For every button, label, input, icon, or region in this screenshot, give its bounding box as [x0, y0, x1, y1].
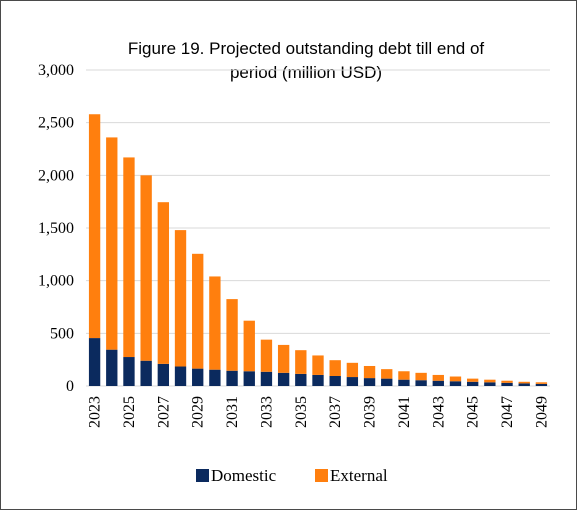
bar-domestic-2026 — [140, 360, 152, 386]
bar-domestic-2027 — [157, 363, 170, 386]
bar-domestic-2033 — [260, 371, 273, 386]
legend: Domestic External — [196, 466, 388, 485]
x-tick-label: 2039 — [362, 396, 379, 428]
x-tick-label: 2049 — [533, 396, 550, 428]
y-tick-label: 1,000 — [38, 273, 74, 290]
bar-external-2028 — [174, 230, 187, 367]
bar-domestic-2040 — [381, 378, 393, 386]
bar-domestic-2048 — [518, 383, 530, 386]
x-tick-label: 2023 — [87, 396, 104, 428]
bar-domestic-2049 — [535, 383, 548, 386]
bar-domestic-2024 — [106, 349, 118, 386]
x-tick-label: 2043 — [430, 396, 447, 428]
bar-external-2041 — [398, 371, 410, 380]
bar-domestic-2035 — [295, 373, 307, 386]
bar-external-2031 — [226, 299, 238, 371]
bar-external-2048 — [518, 381, 530, 384]
y-tick-label: 3,000 — [38, 62, 74, 79]
x-tick-label: 2041 — [396, 396, 413, 428]
x-tick-label: 2027 — [155, 396, 172, 428]
bar-domestic-2023 — [88, 338, 101, 386]
bar-domestic-2045 — [466, 381, 479, 386]
bar-external-2046 — [484, 379, 496, 383]
bar-external-2026 — [140, 175, 152, 361]
bar-domestic-2032 — [243, 371, 255, 386]
x-tick-label: 2033 — [258, 396, 275, 428]
bar-external-2043 — [432, 374, 444, 381]
bar-domestic-2034 — [277, 372, 290, 386]
bar-external-2033 — [260, 339, 273, 372]
bar-domestic-2030 — [209, 369, 221, 386]
x-tick-label: 2047 — [499, 396, 516, 428]
bar-external-2049 — [535, 382, 548, 384]
bar-external-2025 — [123, 157, 135, 358]
bar-external-2042 — [415, 372, 427, 381]
bar-external-2034 — [277, 344, 290, 373]
legend-swatch-domestic — [196, 469, 209, 482]
y-tick-label: 1,500 — [38, 220, 74, 237]
x-tick-label: 2025 — [121, 396, 138, 428]
x-axis-tick-labels: 2023 2025 2027 2029 2031 2033 2035 2037 2039 2041… — [87, 396, 551, 428]
bar-external-2039 — [363, 365, 376, 379]
x-tick-label: 2031 — [224, 396, 241, 428]
chart-title: Figure 19. Projected outstanding debt ti… — [128, 39, 485, 82]
gridlines — [86, 69, 550, 387]
bar-external-2030 — [209, 276, 221, 370]
bar-domestic-2025 — [123, 357, 135, 386]
bar-domestic-2038 — [346, 377, 359, 386]
bar-domestic-2036 — [312, 374, 324, 386]
bar-external-2035 — [295, 350, 307, 374]
bar-domestic-2039 — [363, 378, 376, 386]
y-axis-tick-labels: 0 500 1,000 1,500 2,000 2,500 3,000 — [38, 62, 74, 395]
bar-external-2047 — [501, 380, 513, 383]
y-tick-label: 0 — [66, 378, 74, 395]
x-tick-label: 2037 — [327, 396, 344, 428]
bar-external-2038 — [346, 362, 359, 378]
bar-external-2024 — [106, 137, 118, 350]
bar-external-2037 — [329, 360, 341, 376]
bar-external-2036 — [312, 355, 324, 375]
bar-domestic-2041 — [398, 379, 410, 386]
bar-domestic-2031 — [226, 370, 238, 386]
bar-external-2044 — [449, 376, 462, 382]
y-tick-label: 2,000 — [38, 167, 74, 184]
bar-domestic-2044 — [449, 381, 462, 386]
bars — [88, 114, 548, 386]
legend-label-domestic: Domestic — [211, 466, 277, 485]
chart-title-line-2: period (million USD) — [230, 63, 382, 82]
x-tick-label: 2035 — [293, 396, 310, 428]
legend-label-external: External — [330, 466, 388, 485]
bar-domestic-2029 — [192, 368, 204, 386]
bar-domestic-2046 — [484, 382, 496, 386]
y-tick-label: 2,500 — [38, 115, 74, 132]
bar-domestic-2043 — [432, 380, 444, 386]
bar-external-2032 — [243, 320, 255, 372]
x-tick-label: 2029 — [190, 396, 207, 428]
x-tick-label: 2045 — [465, 396, 482, 428]
bar-external-2023 — [88, 114, 101, 339]
bar-external-2045 — [466, 378, 479, 382]
bar-domestic-2028 — [174, 366, 187, 386]
bar-external-2029 — [192, 253, 204, 369]
y-tick-label: 500 — [50, 325, 74, 342]
legend-swatch-external — [315, 469, 328, 482]
bar-domestic-2037 — [329, 375, 341, 386]
chart-title-line-1: Figure 19. Projected outstanding debt ti… — [128, 39, 485, 58]
bar-external-2040 — [381, 369, 393, 379]
bar-domestic-2047 — [501, 382, 513, 386]
bar-domestic-2042 — [415, 380, 427, 386]
bar-external-2027 — [157, 202, 170, 364]
